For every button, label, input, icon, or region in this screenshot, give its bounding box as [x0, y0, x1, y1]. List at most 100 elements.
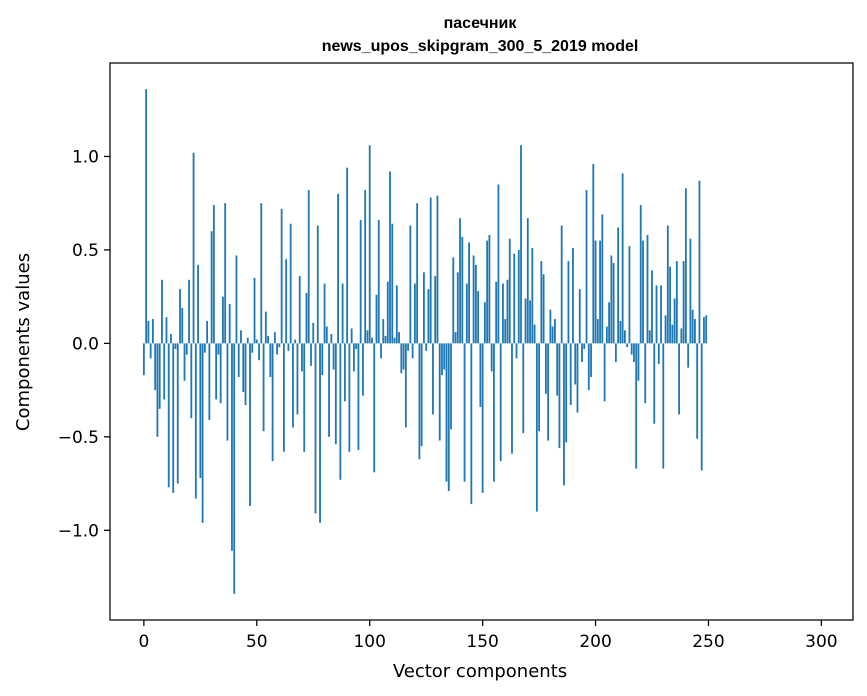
- bar-197: [587, 343, 590, 391]
- bar-100: [368, 145, 371, 344]
- bar-16: [179, 289, 181, 344]
- bar-20: [188, 279, 190, 344]
- bar-157: [497, 184, 500, 344]
- bar-185: [560, 225, 563, 344]
- bar-6: [156, 343, 159, 437]
- bar-28: [206, 320, 209, 344]
- bar-105: [380, 343, 382, 359]
- bar-192: [576, 343, 579, 413]
- bar-53: [262, 343, 265, 432]
- bar-136: [450, 343, 452, 430]
- bar-135: [447, 343, 450, 492]
- bar-2: [147, 320, 150, 344]
- chart-title-line-2: news_upos_skipgram_300_5_2019 model: [322, 38, 639, 55]
- bar-52: [260, 203, 263, 344]
- bar-97: [362, 343, 364, 396]
- bar-29: [208, 343, 211, 420]
- bar-106: [382, 319, 385, 344]
- bar-121: [416, 203, 419, 344]
- bar-233: [669, 266, 671, 344]
- bar-21: [190, 343, 193, 419]
- bar-18: [183, 343, 186, 381]
- bar-221: [642, 240, 644, 344]
- bar-193: [578, 289, 581, 344]
- bar-126: [427, 289, 430, 344]
- bar-190: [572, 248, 574, 344]
- bar-212: [621, 173, 624, 344]
- bar-79: [321, 343, 324, 376]
- bar-54: [264, 311, 267, 344]
- bar-150: [481, 343, 484, 493]
- bar-81: [325, 326, 328, 344]
- bar-30: [210, 231, 213, 344]
- bar-90: [346, 167, 349, 344]
- bar-103: [375, 294, 378, 344]
- bar-230: [662, 343, 665, 469]
- bar-47: [249, 343, 251, 506]
- bar-128: [432, 343, 434, 415]
- bar-114: [400, 343, 403, 374]
- bar-70: [301, 343, 303, 372]
- bar-167: [520, 145, 522, 344]
- bar-162: [508, 238, 511, 344]
- bar-188: [567, 261, 570, 344]
- bar-168: [522, 343, 525, 434]
- bar-172: [531, 248, 534, 344]
- bar-196: [585, 190, 588, 344]
- bar-102: [373, 343, 376, 473]
- bar-78: [319, 343, 321, 523]
- bar-170: [526, 218, 529, 344]
- chart-title-line-1: пасечник: [444, 15, 518, 32]
- bar-158: [499, 343, 502, 462]
- bar-36: [224, 203, 227, 344]
- bar-44: [242, 343, 245, 392]
- bar-69: [298, 276, 301, 344]
- bar-91: [348, 343, 351, 452]
- bar-111: [393, 337, 396, 344]
- bar-13: [172, 343, 175, 493]
- bar-244: [694, 319, 696, 344]
- bar-60: [278, 343, 281, 348]
- bar-122: [418, 343, 421, 460]
- bar-39: [231, 343, 233, 551]
- bar-41: [235, 255, 238, 344]
- bar-175: [538, 343, 540, 432]
- bar-202: [599, 240, 601, 344]
- bar-140: [459, 218, 461, 344]
- bar-207: [610, 255, 613, 344]
- bar-75: [312, 322, 315, 344]
- bar-216: [630, 343, 633, 355]
- bar-73: [307, 190, 310, 344]
- bar-241: [687, 343, 690, 368]
- bar-43: [240, 330, 242, 344]
- bar-11: [167, 343, 170, 488]
- bar-247: [700, 343, 703, 471]
- bar-173: [533, 324, 536, 344]
- bar-183: [556, 343, 559, 396]
- bar-110: [391, 223, 394, 344]
- bar-176: [540, 261, 543, 344]
- bar-179: [547, 343, 550, 441]
- bar-42: [237, 343, 240, 378]
- bar-92: [350, 328, 353, 344]
- bar-145: [470, 343, 473, 505]
- bars-group: [142, 89, 708, 594]
- x-tick-label: 300: [805, 632, 837, 652]
- bar-159: [502, 283, 504, 344]
- x-tick-label: 150: [466, 632, 498, 652]
- bar-226: [653, 343, 656, 424]
- x-tick-label: 250: [692, 632, 724, 652]
- bar-248: [703, 317, 705, 344]
- bar-210: [617, 227, 620, 344]
- bar-147: [474, 264, 477, 344]
- bar-40: [233, 343, 236, 594]
- bar-200: [594, 240, 597, 344]
- bar-45: [244, 343, 247, 406]
- bar-223: [646, 234, 649, 344]
- bar-156: [495, 281, 498, 344]
- bar-34: [219, 343, 222, 404]
- y-tick-label: −1.0: [58, 521, 99, 541]
- bar-67: [294, 339, 297, 344]
- bar-148: [477, 291, 480, 344]
- bar-24: [197, 264, 199, 344]
